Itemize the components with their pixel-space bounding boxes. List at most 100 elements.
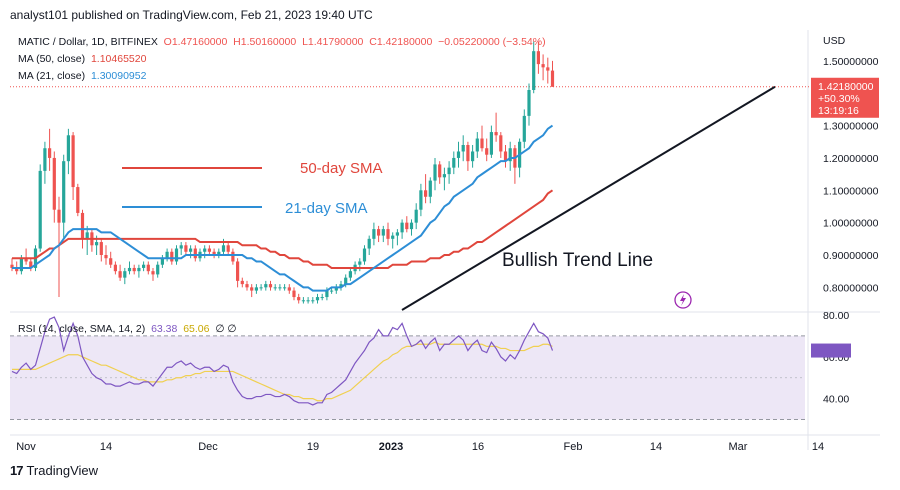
candle-body [217, 251, 221, 255]
candle-body [132, 267, 136, 272]
time-axis-tick: 2023 [379, 441, 403, 453]
legend-open: O1.47160000 [163, 36, 228, 48]
candle-body [278, 287, 282, 289]
candle-body [438, 164, 442, 178]
candle-body [174, 248, 179, 262]
time-axis-tick: 14 [812, 441, 824, 453]
candle-body [414, 209, 418, 223]
candle-body [19, 258, 23, 272]
candle-body [395, 232, 399, 236]
candle-body [80, 212, 85, 239]
candle-body [400, 222, 404, 233]
legend-symbol: MATIC / Dollar, 1D, BITFINEX [18, 36, 158, 48]
candle-body [184, 245, 188, 252]
chart-frame[interactable]: USD 1.50000000 1.30000000 1.20000000 1.10000… [10, 30, 880, 455]
legend-close: C1.42180000 [369, 36, 433, 48]
candle-body [428, 180, 432, 197]
candle-body [508, 148, 512, 162]
candle-body [62, 161, 66, 223]
legend-ohlc-row: MATIC / Dollar, 1D, BITFINEX O1.47160000… [18, 36, 546, 48]
price-axis-tick: 1.10000000 [823, 185, 879, 197]
chart-canvas[interactable]: USD 1.50000000 1.30000000 1.20000000 1.10000… [10, 30, 880, 455]
candle-body [419, 190, 423, 210]
candle-body [226, 245, 230, 252]
candle-body [113, 264, 117, 272]
candle-body [146, 264, 150, 272]
rsi-axis-tick: 40.00 [823, 394, 849, 406]
candle-body [536, 51, 540, 65]
rsi-line [11, 316, 554, 406]
last-price-change: +50.30% [818, 93, 860, 105]
last-price-value: 1.42180000 [818, 81, 874, 93]
candle-body [71, 135, 75, 188]
time-axis-tick: 19 [307, 441, 319, 453]
publish-header: analyst101 published on TradingView.com,… [0, 0, 900, 30]
tradingview-footer[interactable]: 17 TradingView [10, 463, 98, 478]
legend-high: H1.50160000 [233, 36, 297, 48]
candle-body [494, 132, 498, 136]
candle-body [320, 297, 324, 299]
candle-body [456, 151, 461, 158]
candle-body [480, 138, 484, 149]
candle-body [156, 264, 160, 275]
candle-body [57, 209, 61, 223]
candle-body [362, 248, 367, 262]
rsi-sma-line [12, 341, 553, 402]
time-axis-tick: 16 [472, 441, 484, 453]
candle-body [137, 267, 141, 272]
candle-body [76, 187, 80, 213]
time-axis-tick: Feb [564, 441, 583, 453]
candle-body [118, 271, 122, 278]
last-price-tag [811, 77, 879, 118]
candle-body [283, 287, 287, 289]
time-axis-tick: Mar [729, 441, 748, 453]
candle-body [142, 264, 146, 268]
candle-body [527, 90, 531, 116]
candle-body [292, 290, 296, 298]
tradingview-brand: TradingView [26, 463, 99, 478]
candle-body [550, 70, 555, 87]
ma50-line [12, 189, 554, 269]
candle-body [268, 284, 273, 288]
candle-body [165, 251, 169, 259]
time-axis-tick: Nov [16, 441, 36, 453]
legend-ma21-label: MA (21, close) [18, 70, 86, 82]
candle-body [471, 151, 475, 162]
candle-body [499, 135, 503, 152]
candle-body [104, 255, 108, 259]
legend-rsi-value: 63.38 [151, 323, 178, 335]
legend-ma21-value: 1.30090952 [90, 70, 147, 82]
candle-body [179, 245, 183, 249]
candle-body [52, 157, 56, 210]
sma50-annotation-label: 50-day SMA [300, 160, 383, 177]
legend-low: L1.41790000 [302, 36, 364, 48]
candle-body [377, 229, 381, 236]
tradingview-logo-icon: 17 [10, 463, 24, 478]
candle-body [95, 242, 99, 246]
candle-body [306, 300, 310, 302]
legend-rsi-row: RSI (14, close, SMA, 14, 2) 63.38 65.06 … [18, 323, 237, 335]
candle-body [99, 242, 103, 255]
candle-body [334, 287, 338, 291]
price-axis-tick: 0.80000000 [823, 282, 879, 294]
candle-body [489, 132, 493, 155]
candle-body [522, 115, 526, 142]
rsi-axis-tick: 80.00 [823, 310, 849, 322]
price-axis-tick: 1.00000000 [823, 218, 879, 230]
candle-body [221, 245, 226, 252]
candle-body [424, 190, 428, 197]
sma21-annotation-label: 21-day SMA [285, 200, 368, 217]
price-axis-tick: 1.30000000 [823, 121, 879, 133]
candle-body [442, 174, 446, 178]
candle-body [344, 277, 348, 285]
lightning-icon [674, 291, 692, 309]
time-axis-tick: 14 [100, 441, 112, 453]
candle-body [29, 261, 33, 268]
price-axis-tick: 1.20000000 [823, 153, 879, 165]
candle-body [38, 170, 42, 249]
candle-body [170, 251, 174, 262]
candle-body [236, 261, 240, 281]
legend-rsi-label: RSI (14, close, SMA, 14, 2) [18, 323, 146, 335]
legend-ma50-value: 1.10465520 [90, 53, 147, 65]
legend-ma50-row: MA (50, close) 1.10465520 [18, 53, 146, 65]
